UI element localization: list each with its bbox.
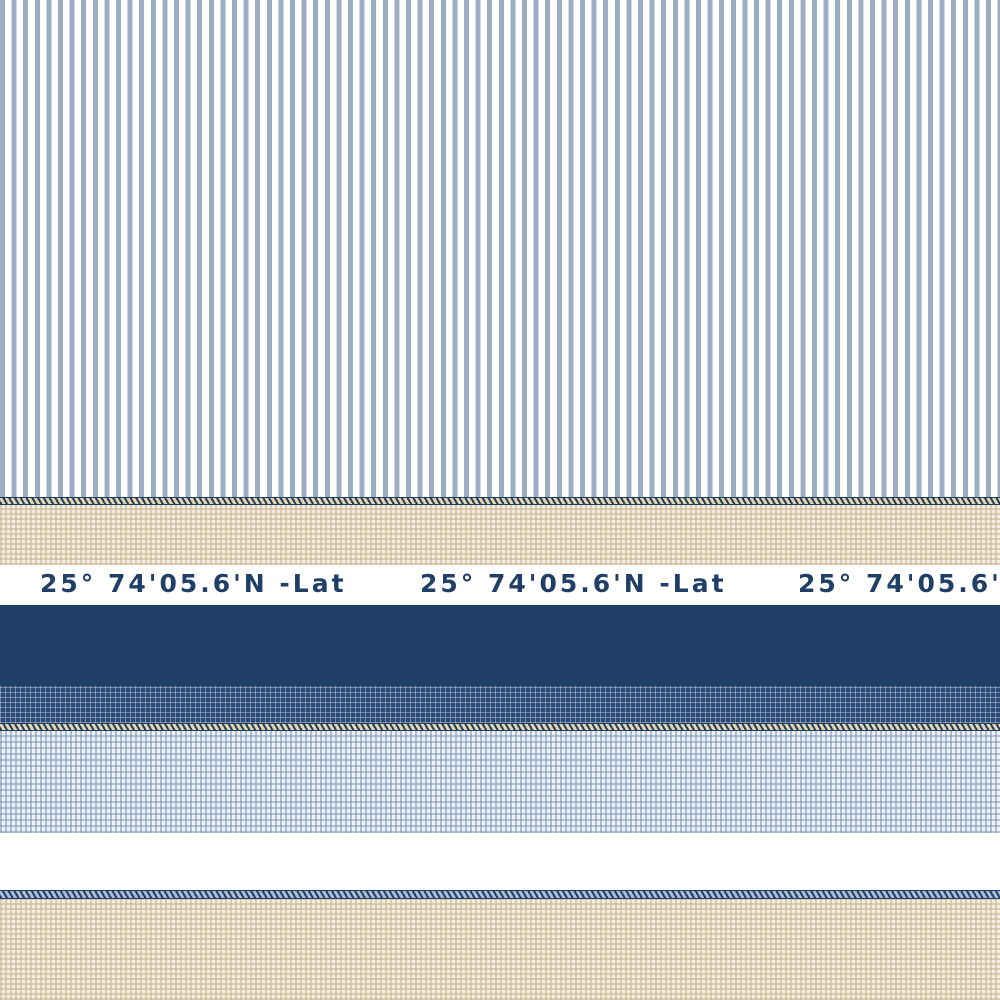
navy-solid-band — [0, 605, 1000, 686]
navy-linen-band — [0, 686, 1000, 723]
coordinate-label: 25° 74'05.6'N -Lat — [798, 569, 1000, 598]
beige-linen-band — [0, 505, 1000, 565]
coordinate-label: 25° 74'05.6'N -Lat — [420, 569, 727, 598]
coordinate-label: 25° 74'05.6'N -Lat — [40, 569, 347, 598]
coordinate-text-band: 25° 74'05.6'N -Lat 25° 74'05.6'N -Lat 25… — [0, 565, 1000, 605]
white-band — [0, 833, 1000, 890]
beige-linen-band-bottom — [0, 899, 1000, 1000]
rope-border-bottom — [0, 890, 1000, 899]
rope-border-middle — [0, 723, 1000, 731]
light-blue-linen-band — [0, 731, 1000, 833]
vertical-pinstripe-section — [0, 0, 1000, 497]
rope-border-top — [0, 497, 1000, 505]
